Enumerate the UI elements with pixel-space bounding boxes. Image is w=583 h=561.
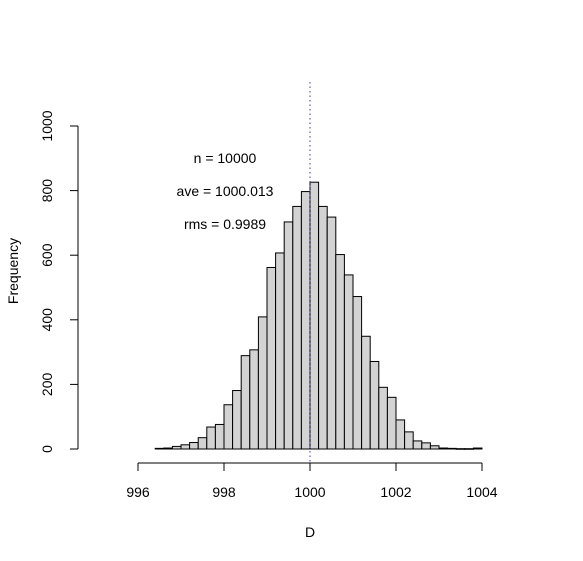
histogram-bar xyxy=(275,252,285,450)
histogram-bar xyxy=(163,447,173,450)
histogram-bar xyxy=(300,191,311,450)
x-axis: 996 998 1000 1002 1004 xyxy=(126,462,498,500)
y-tick-label: 600 xyxy=(39,243,55,267)
histogram-bar xyxy=(386,396,397,450)
histogram-bar xyxy=(189,442,199,450)
x-tick-label: 1004 xyxy=(466,484,497,500)
histogram-bar xyxy=(352,296,363,450)
histogram-bar xyxy=(206,426,216,450)
histogram-bar xyxy=(378,386,388,450)
x-tick-label: 1002 xyxy=(380,484,411,500)
x-tick-label: 1000 xyxy=(294,484,325,500)
histogram-bar xyxy=(309,181,320,450)
y-tick-label: 200 xyxy=(39,373,55,397)
histogram-bar xyxy=(464,448,474,450)
histogram-bar xyxy=(472,447,483,450)
x-tick-label: 996 xyxy=(126,484,150,500)
histogram-bar xyxy=(154,447,165,450)
histogram-bar xyxy=(266,266,277,450)
histogram-bar xyxy=(326,216,337,450)
histogram-bar xyxy=(214,423,225,450)
y-axis-label: Frequency xyxy=(5,238,21,304)
y-tick-label: 1000 xyxy=(39,110,55,141)
histogram-bar xyxy=(171,445,182,450)
histogram-bars xyxy=(154,181,483,450)
histogram-bar xyxy=(318,205,328,450)
histogram-bar xyxy=(412,440,423,450)
x-axis-label: D xyxy=(305,524,315,540)
histogram-bar xyxy=(283,221,294,450)
histogram-bar xyxy=(223,404,234,450)
histogram-bar xyxy=(455,448,466,450)
annotation-ave: ave = 1000.013 xyxy=(177,183,274,199)
stats-annotations: n = 10000 ave = 1000.013 rms = 0.9989 xyxy=(177,150,274,232)
annotation-rms: rms = 0.9989 xyxy=(184,216,266,232)
histogram-bar xyxy=(429,445,440,450)
histogram-bar xyxy=(343,274,354,450)
histogram-bar xyxy=(421,442,431,450)
x-tick-label: 998 xyxy=(212,484,236,500)
y-tick-label: 800 xyxy=(39,179,55,203)
histogram-bar xyxy=(447,447,457,450)
y-axis: 0 200 400 600 800 1000 xyxy=(39,110,79,453)
histogram-bar xyxy=(232,390,242,450)
histogram-bar xyxy=(404,431,414,450)
histogram-bar xyxy=(335,254,345,450)
histogram-bar xyxy=(180,444,191,450)
histogram-bar xyxy=(197,437,208,450)
histogram-bar xyxy=(361,335,371,450)
histogram-bar xyxy=(249,349,259,450)
histogram-bar xyxy=(369,360,380,450)
histogram-bar xyxy=(240,355,251,450)
y-tick-label: 400 xyxy=(39,308,55,332)
histogram-bar xyxy=(395,419,406,450)
histogram-bar xyxy=(257,316,268,450)
y-tick-label: 0 xyxy=(39,445,55,453)
annotation-n: n = 10000 xyxy=(194,150,257,166)
histogram-bar xyxy=(438,447,449,450)
histogram-bar xyxy=(292,205,302,450)
